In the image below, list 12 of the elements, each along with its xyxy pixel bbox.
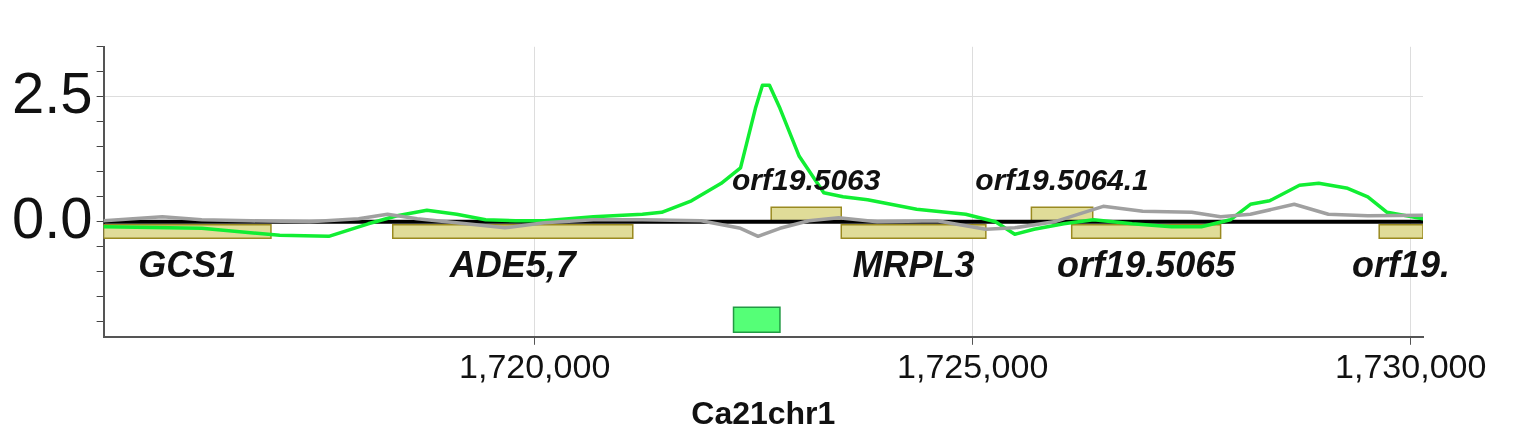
- x-tick-label: 1,730,000: [1335, 346, 1487, 385]
- x-axis-title: Ca21chr1: [691, 394, 836, 431]
- x-tick-label: 1,725,000: [897, 346, 1049, 385]
- y-tick-label: 2.5: [11, 59, 93, 125]
- y-tick-label: 0.0: [11, 184, 93, 250]
- band-label: orf19.5064.1: [975, 163, 1149, 197]
- band-label: GCS1: [138, 243, 237, 285]
- x-tick-label: 1,720,000: [459, 346, 611, 385]
- band-label: MRPL3: [852, 243, 975, 285]
- band-label: orf19.: [1352, 243, 1451, 285]
- band-label: orf19.5065: [1057, 243, 1237, 285]
- band-label: ADE5,7: [448, 243, 578, 285]
